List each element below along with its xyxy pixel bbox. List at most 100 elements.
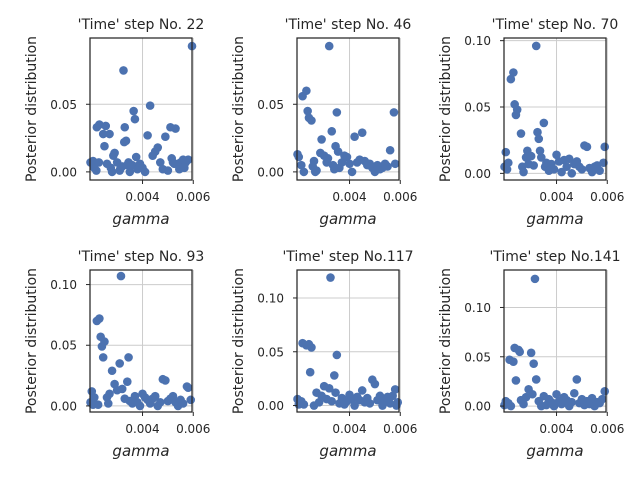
data-point xyxy=(116,271,126,281)
x-tick-label: 0.004 xyxy=(539,190,573,204)
data-point xyxy=(309,156,319,166)
axes-frame xyxy=(89,269,193,413)
data-point xyxy=(107,366,117,376)
x-axis-label: gamma xyxy=(526,210,583,228)
data-point xyxy=(140,167,150,177)
subplot-title: 'Time' step No. 70 xyxy=(492,17,619,33)
data-point xyxy=(297,160,306,170)
data-point xyxy=(385,145,395,155)
data-point xyxy=(143,131,152,140)
data-point xyxy=(103,399,113,408)
data-point xyxy=(347,167,357,177)
data-point xyxy=(506,74,516,84)
axes-frame xyxy=(503,37,607,181)
subplot-3: 0.004 0.006 0.00 0.05 0.10'Time' step No. 70… xyxy=(438,17,624,228)
data-point xyxy=(326,273,335,282)
data-point xyxy=(531,41,541,51)
data-point xyxy=(95,314,104,323)
data-point xyxy=(98,353,108,362)
data-point xyxy=(530,274,540,284)
y-tick-label: 0.10 xyxy=(464,34,491,48)
y-tick-label: 0.05 xyxy=(464,101,491,115)
data-point xyxy=(529,359,538,368)
data-point xyxy=(120,122,130,132)
x-tick-label: 0.006 xyxy=(590,422,624,436)
subplot-title: 'Time' step No.117 xyxy=(282,249,413,265)
data-point xyxy=(324,384,334,393)
data-point xyxy=(552,389,561,399)
data-point xyxy=(567,169,577,178)
data-point xyxy=(294,152,304,162)
x-tick-label: 0.006 xyxy=(383,190,417,204)
data-point xyxy=(299,167,309,177)
data-point xyxy=(101,121,111,131)
data-point xyxy=(504,158,513,168)
data-point xyxy=(153,143,163,152)
axes-frame xyxy=(503,269,607,413)
data-point xyxy=(180,163,189,173)
data-point xyxy=(350,401,359,410)
data-point xyxy=(100,337,109,346)
data-point xyxy=(161,132,170,142)
data-point xyxy=(572,375,582,384)
data-point xyxy=(115,359,124,368)
x-axis-label: gamma xyxy=(526,442,583,460)
data-point xyxy=(375,391,385,401)
data-point xyxy=(577,165,587,174)
x-tick-label: 0.006 xyxy=(176,422,210,436)
data-point xyxy=(345,159,354,169)
data-point xyxy=(515,347,525,357)
data-point xyxy=(332,350,342,360)
data-point xyxy=(383,162,392,171)
y-tick-label: 0.05 xyxy=(50,98,77,112)
y-tick-label: 0.05 xyxy=(50,339,77,353)
data-point xyxy=(516,129,526,138)
data-point xyxy=(163,166,173,175)
y-axis-label: Posterior distribution xyxy=(231,36,247,182)
x-axis-label: gamma xyxy=(319,210,376,228)
y-tick-label: 0.05 xyxy=(257,98,284,112)
data-point xyxy=(509,68,518,77)
data-point xyxy=(357,128,367,137)
data-point xyxy=(312,166,321,175)
subplot-title: 'Time' step No. 22 xyxy=(78,17,205,33)
data-point xyxy=(501,147,511,157)
data-point xyxy=(357,386,367,395)
data-point xyxy=(307,343,316,352)
data-point xyxy=(512,105,522,114)
subplot-6: 0.004 0.006 0.00 0.05 0.10 'Time' step No.141… xyxy=(438,249,624,460)
data-point xyxy=(528,389,537,399)
data-point xyxy=(562,162,571,172)
data-point xyxy=(94,158,104,167)
data-point xyxy=(121,136,131,146)
data-point xyxy=(98,129,108,139)
data-point xyxy=(595,166,604,176)
x-tick-label: 0.004 xyxy=(125,190,159,204)
subplot-4: 0.004 0.006 0.00 0.05 0.10'Time' step No. 93… xyxy=(24,249,210,460)
data-point xyxy=(600,142,610,152)
data-point xyxy=(327,396,337,406)
data-point xyxy=(337,158,347,167)
y-tick-label: 0.10 xyxy=(50,278,77,292)
data-point xyxy=(537,153,546,162)
data-point xyxy=(145,101,155,110)
axes-frame xyxy=(296,269,400,413)
data-point xyxy=(130,114,140,124)
data-point xyxy=(327,127,337,136)
data-point xyxy=(539,118,549,128)
subplot-title: 'Time' step No.141 xyxy=(489,249,620,265)
y-tick-label: 0.00 xyxy=(50,399,77,413)
subplot-1: 0.004 0.006 0.00 0.05 'Time' step No. 22 gamm… xyxy=(24,17,210,228)
y-axis-label: Posterior distribution xyxy=(231,268,247,414)
x-tick-label: 0.004 xyxy=(125,422,159,436)
data-point xyxy=(531,375,541,384)
y-axis-label: Posterior distribution xyxy=(24,36,40,182)
data-point xyxy=(186,395,196,405)
data-point xyxy=(388,391,397,401)
data-point xyxy=(342,152,352,162)
axes-frame xyxy=(296,37,400,181)
data-point xyxy=(506,401,516,411)
data-point xyxy=(303,106,312,116)
y-tick-label: 0.00 xyxy=(464,400,491,414)
data-point xyxy=(92,166,101,175)
